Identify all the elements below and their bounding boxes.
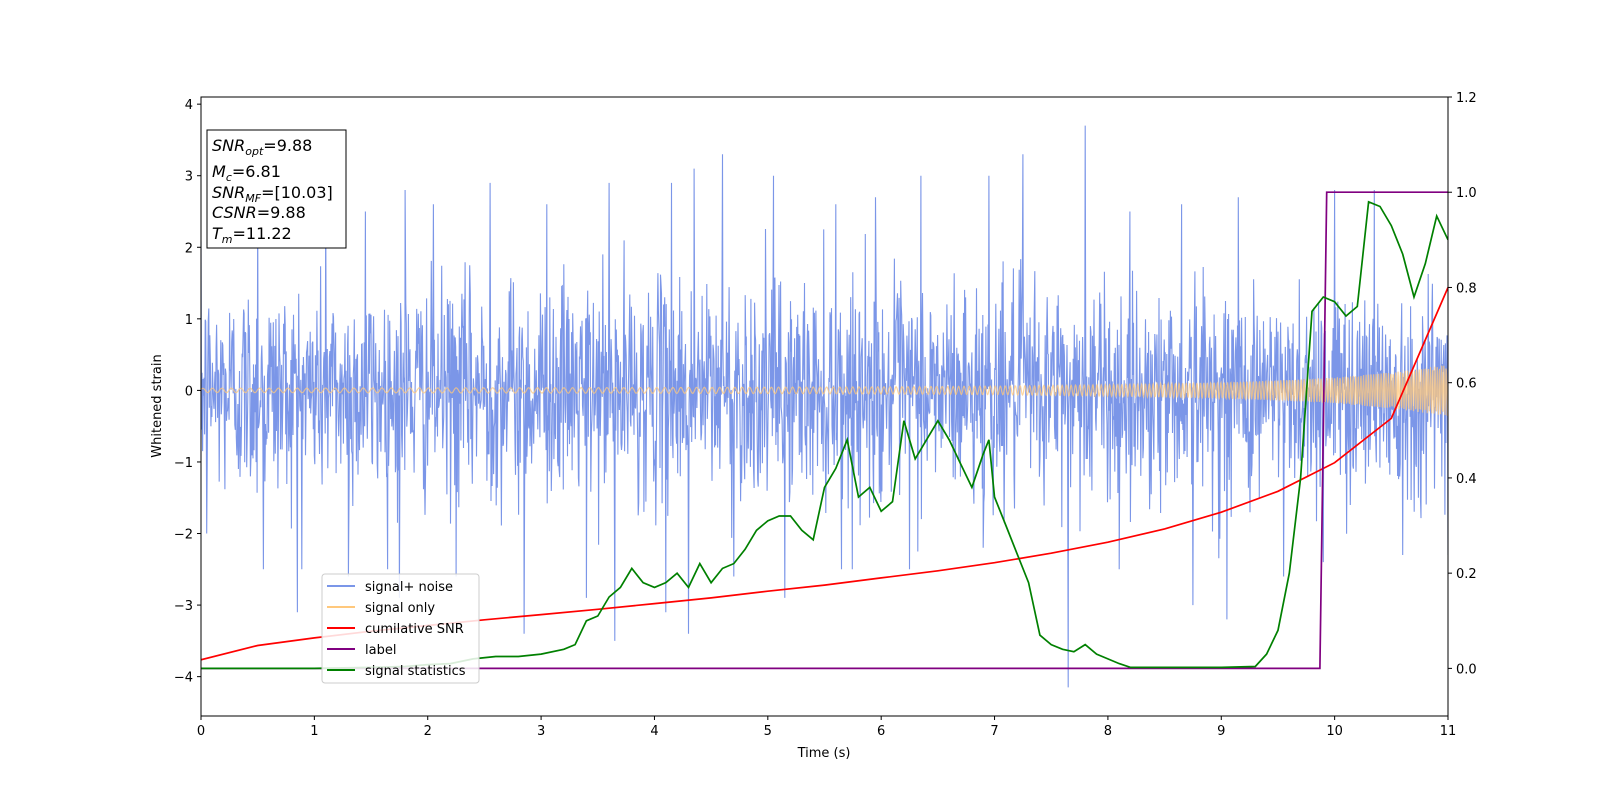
signal-noise-line xyxy=(201,125,1448,688)
x-tick-label: 5 xyxy=(764,724,772,739)
annotation-line: Mc=6.81 xyxy=(212,162,281,184)
x-tick-label: 2 xyxy=(424,724,432,739)
x-tick-label: 1 xyxy=(310,724,318,739)
x-axis: 0 1 2 3 4 5 6 7 8 9 10 11 xyxy=(197,716,1456,739)
y-right-tick-label: 0.6 xyxy=(1456,377,1477,392)
legend-entry: signal+ noise xyxy=(365,580,453,595)
legend-entry: signal only xyxy=(365,601,435,616)
y-left-tick-label: −3 xyxy=(174,599,193,614)
x-tick-label: 7 xyxy=(990,724,998,739)
signal-statistics-line xyxy=(201,200,1448,670)
y-left-tick-label: −1 xyxy=(174,456,193,471)
y-axis-left: −4 −3 −2 −1 0 1 2 3 4 xyxy=(174,98,201,686)
y-left-tick-label: 0 xyxy=(185,384,193,399)
y-left-tick-label: −2 xyxy=(174,528,193,543)
annotation-line: Tm=11.22 xyxy=(212,224,292,246)
legend-entry: cumilative SNR xyxy=(365,622,464,637)
y-left-tick-label: 3 xyxy=(185,170,193,185)
annotation-box: SNRopt=9.88 Mc=6.81SNRMF=[10.03]CSNR=9.88… xyxy=(206,129,347,249)
x-tick-label: 9 xyxy=(1217,724,1225,739)
y-left-tick-label: −4 xyxy=(174,671,193,686)
legend-frame xyxy=(321,573,480,684)
x-tick-label: 3 xyxy=(537,724,545,739)
y-left-tick-label: 1 xyxy=(185,313,193,328)
legend-entry: signal statistics xyxy=(365,664,466,679)
y-right-tick-label: 0.4 xyxy=(1456,472,1477,487)
x-tick-label: 6 xyxy=(877,724,885,739)
series-signal-statistics xyxy=(201,200,1448,670)
x-tick-label: 4 xyxy=(650,724,658,739)
annotation-line: SNRopt=9.88 xyxy=(212,136,312,158)
y-right-tick-label: 1.2 xyxy=(1456,91,1477,106)
x-tick-label: 0 xyxy=(197,724,205,739)
x-tick-label: 10 xyxy=(1326,724,1343,739)
y-right-tick-label: 0.8 xyxy=(1456,281,1477,296)
plot-frame xyxy=(200,96,1449,717)
series-signal-noise xyxy=(201,125,1448,688)
legend: signal+ noise signal only cumilative SNR la… xyxy=(321,573,480,684)
series-signal-only xyxy=(201,365,1448,416)
y-left-tick-label: 2 xyxy=(185,241,193,256)
x-tick-label: 8 xyxy=(1104,724,1112,739)
y-left-tick-label: 4 xyxy=(185,98,193,113)
series-label xyxy=(201,191,1448,670)
x-tick-label: 11 xyxy=(1440,724,1457,739)
y-right-tick-label: 0.2 xyxy=(1456,567,1477,582)
y-axis-right: 0.0 0.2 0.4 0.6 0.8 1.0 1.2 xyxy=(1448,91,1477,677)
signal-only-line xyxy=(201,365,1448,416)
label-line xyxy=(201,191,1448,670)
y-right-tick-label: 0.0 xyxy=(1456,662,1477,677)
y-right-tick-label: 1.0 xyxy=(1456,186,1477,201)
y-axis-label: Whitened strain xyxy=(150,354,165,457)
annotation-line: SNRMF=[10.03] xyxy=(212,183,333,205)
x-axis-label: Time (s) xyxy=(797,746,851,761)
annotation-line: CSNR=9.88 xyxy=(212,203,306,222)
legend-entry: label xyxy=(365,643,396,658)
annotation-box-frame xyxy=(206,129,347,249)
